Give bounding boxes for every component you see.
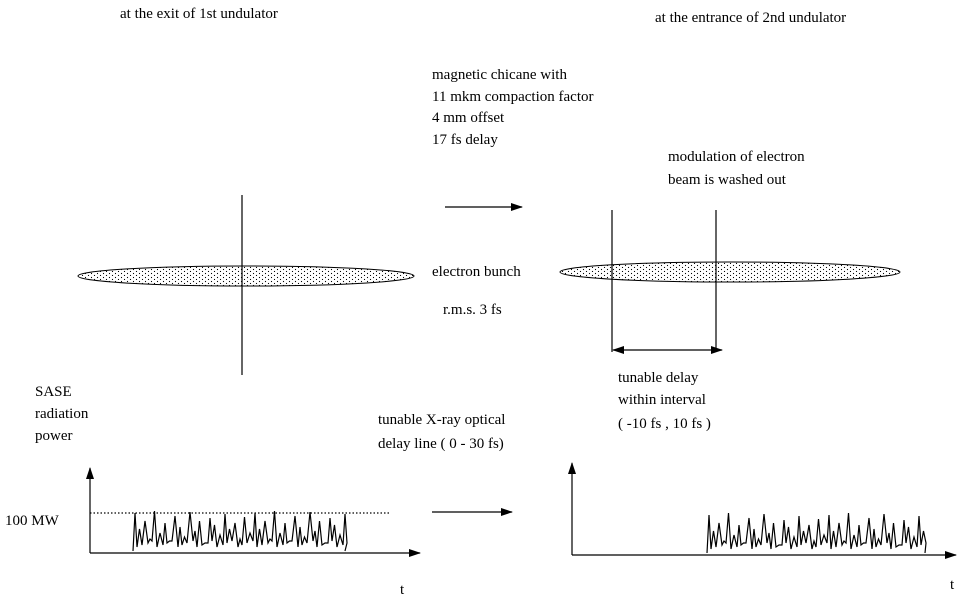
- power-label: radiation: [35, 406, 89, 422]
- bunch-label: electron bunch: [432, 264, 521, 280]
- electron-bunch: [559, 261, 901, 283]
- chicane-text: 4 mm offset: [432, 110, 505, 126]
- electron-bunch: [77, 265, 415, 287]
- time-label: t: [400, 582, 405, 598]
- power-label: SASE: [35, 384, 72, 400]
- power-label: power: [35, 428, 73, 444]
- bunch-rms: r.m.s. 3 fs: [443, 302, 502, 318]
- chicane-text: 11 mkm compaction factor: [432, 89, 593, 105]
- time-label: t: [950, 577, 955, 593]
- chicane-text: magnetic chicane with: [432, 67, 567, 83]
- modulation-text: modulation of electron: [668, 149, 805, 165]
- waveform: [706, 512, 927, 554]
- optical-delay-text: tunable X-ray optical: [378, 412, 505, 428]
- tunable-delay-text: ( -10 fs , 10 fs ): [618, 416, 711, 432]
- level-label: 100 MW: [5, 513, 60, 529]
- waveform: [132, 510, 348, 552]
- tunable-delay-text: within interval: [618, 392, 706, 408]
- header-right: at the entrance of 2nd undulator: [655, 10, 846, 26]
- tunable-delay-text: tunable delay: [618, 370, 699, 386]
- modulation-text: beam is washed out: [668, 172, 787, 188]
- chicane-text: 17 fs delay: [432, 132, 498, 148]
- optical-delay-text: delay line ( 0 - 30 fs): [378, 436, 504, 452]
- header-left: at the exit of 1st undulator: [120, 6, 278, 22]
